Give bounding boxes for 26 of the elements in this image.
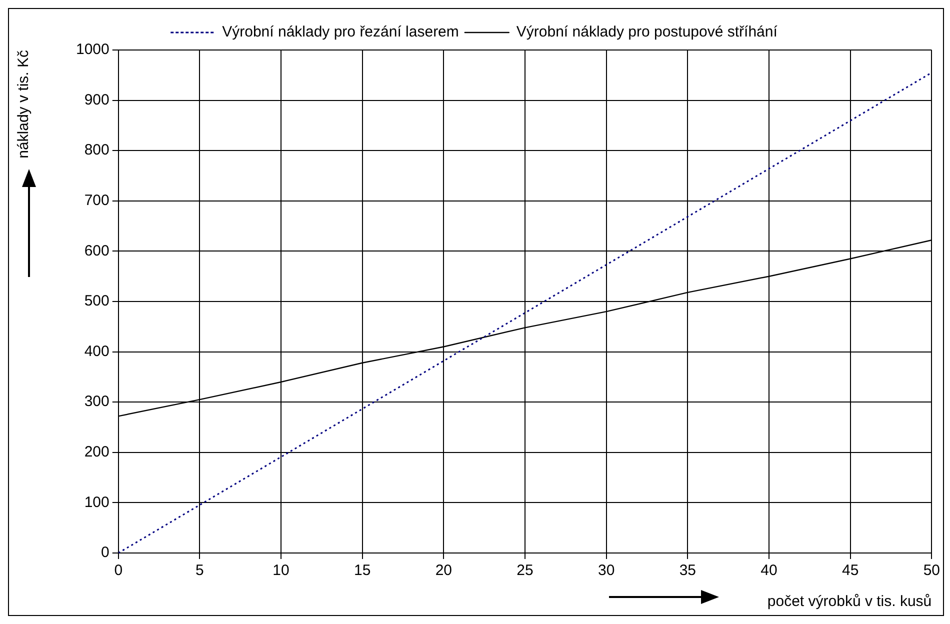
y-tick-label: 200: [84, 444, 110, 461]
x-tick-label: 40: [760, 562, 778, 580]
legend-label: Výrobní náklady pro postupové stříhání: [516, 24, 778, 41]
x-tick-label: 35: [679, 562, 696, 580]
x-tick-label: 50: [923, 562, 940, 580]
x-tick-label: 20: [435, 562, 452, 580]
y-tick-label: 700: [84, 192, 110, 210]
y-axis-title: náklady v tis. Kč: [15, 50, 32, 158]
y-tick-label: 800: [84, 142, 110, 159]
y-tick-label: 300: [84, 393, 110, 410]
y-tick-label: 500: [84, 292, 110, 310]
x-tick-label: 15: [354, 562, 371, 580]
x-tick-label: 30: [598, 562, 615, 580]
legend-label: Výrobní náklady pro řezání laserem: [222, 24, 459, 41]
y-tick-label: 100: [84, 494, 110, 511]
y-tick-label: 0: [101, 544, 110, 562]
x-tick-label: 25: [516, 562, 534, 580]
x-tick-label: 45: [842, 562, 859, 580]
x-axis-title: počet výrobků v tis. kusů: [767, 593, 932, 610]
y-tick-label: 1000: [76, 41, 110, 58]
x-tick-label: 10: [272, 562, 290, 580]
y-tick-label: 600: [84, 242, 110, 260]
y-tick-label: 900: [84, 91, 110, 108]
y-tick-label: 400: [84, 342, 110, 360]
x-tick-label: 0: [114, 562, 123, 580]
x-tick-label: 5: [196, 562, 204, 580]
